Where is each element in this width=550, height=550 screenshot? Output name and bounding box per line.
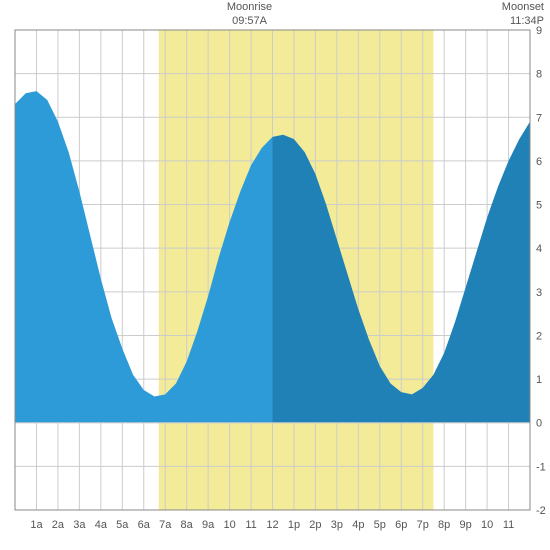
- x-tick-label: 9a: [202, 519, 215, 531]
- y-tick-label: 4: [536, 243, 542, 255]
- x-tick-label: 12: [266, 519, 278, 531]
- y-tick-label: 0: [536, 418, 542, 430]
- moonrise-time: 09:57A: [232, 15, 267, 27]
- x-tick-label: 1p: [288, 519, 300, 531]
- moonset-label: Moonset 11:34P: [502, 0, 544, 29]
- x-tick-label: 1a: [30, 519, 43, 531]
- x-tick-label: 2p: [309, 519, 321, 531]
- x-tick-label: 3a: [73, 519, 86, 531]
- x-tick-label: 7p: [417, 519, 429, 531]
- x-tick-label: 2a: [52, 519, 65, 531]
- x-tick-label: 8p: [438, 519, 450, 531]
- y-tick-label: 6: [536, 156, 542, 168]
- plot-area: -2-101234567891a2a3a4a5a6a7a8a9a1011121p…: [0, 0, 550, 550]
- y-tick-label: 1: [536, 374, 542, 386]
- x-tick-label: 4p: [352, 519, 364, 531]
- x-tick-label: 5a: [116, 519, 129, 531]
- y-tick-label: 3: [536, 287, 542, 299]
- x-tick-label: 11: [245, 519, 256, 531]
- y-tick-label: -2: [536, 505, 546, 517]
- y-tick-label: -1: [536, 461, 546, 473]
- y-tick-label: 7: [536, 112, 542, 124]
- x-tick-label: 10: [481, 519, 493, 531]
- x-tick-label: 6a: [138, 519, 151, 531]
- x-tick-label: 7a: [159, 519, 172, 531]
- y-tick-label: 5: [536, 200, 542, 212]
- x-tick-label: 8a: [181, 519, 194, 531]
- x-tick-label: 6p: [395, 519, 407, 531]
- x-tick-label: 11: [503, 519, 514, 531]
- x-tick-label: 9p: [460, 519, 472, 531]
- y-tick-label: 2: [536, 330, 542, 342]
- x-tick-label: 4a: [95, 519, 108, 531]
- x-tick-label: 10: [223, 519, 235, 531]
- moonrise-title: Moonrise: [227, 1, 272, 13]
- moonset-title: Moonset: [502, 1, 544, 13]
- moonset-time: 11:34P: [510, 15, 544, 27]
- tide-chart: Moonrise 09:57A Moonset 11:34P -2-101234…: [0, 0, 550, 550]
- x-tick-label: 3p: [331, 519, 343, 531]
- y-tick-label: 8: [536, 69, 542, 81]
- x-tick-label: 5p: [374, 519, 386, 531]
